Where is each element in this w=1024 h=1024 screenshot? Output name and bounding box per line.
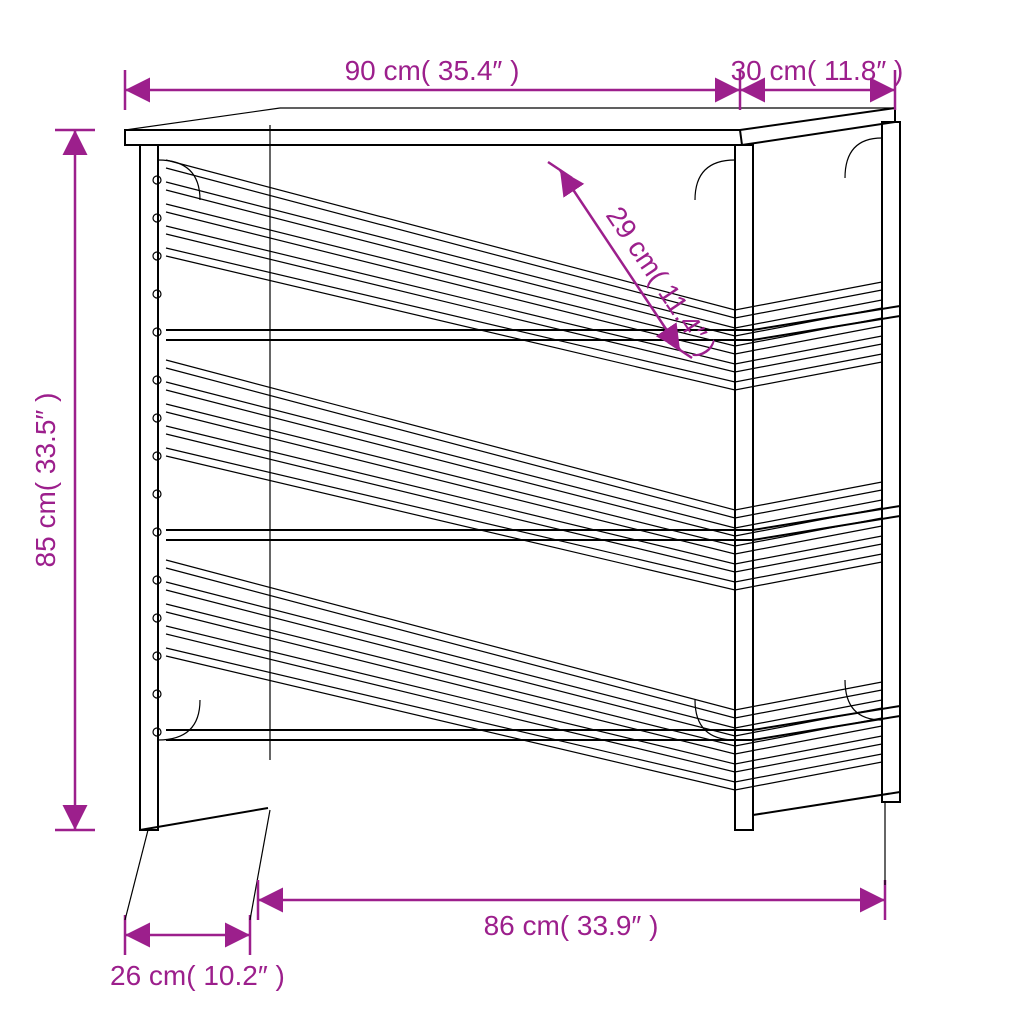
dim-top-width: 90 cm( 35.4″ ) xyxy=(345,55,520,86)
dimension-diagram: 90 cm( 35.4″ ) 30 cm( 11.8″ ) 29 cm( 11.… xyxy=(0,0,1024,1024)
dim-shelf-depth: 29 cm( 11.4″ ) xyxy=(600,201,722,362)
dim-inner-width: 86 cm( 33.9″ ) xyxy=(484,910,659,941)
dim-leg-depth: 26 cm( 10.2″ ) xyxy=(110,960,285,991)
dim-top-depth: 30 cm( 11.8″ ) xyxy=(731,55,904,86)
product-outline xyxy=(125,108,900,830)
dimension-annotations: 90 cm( 35.4″ ) 30 cm( 11.8″ ) 29 cm( 11.… xyxy=(30,55,903,991)
dim-height: 85 cm( 33.5″ ) xyxy=(30,393,61,568)
